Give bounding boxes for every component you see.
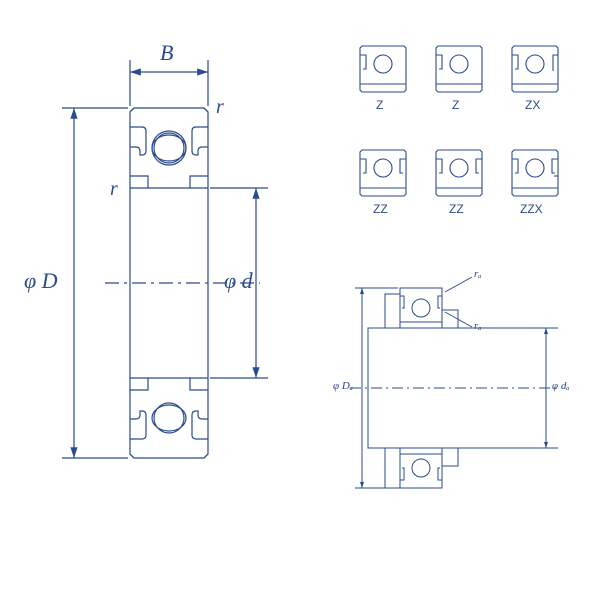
label-ra2: rₐ	[474, 320, 482, 332]
thumb-z2: Z	[452, 98, 459, 112]
bottom-race	[130, 378, 208, 458]
label-r2: r	[110, 178, 118, 201]
label-phid: φ d	[224, 268, 253, 294]
main-section	[62, 60, 268, 458]
label-B: B	[160, 40, 173, 66]
thumb-zx: ZX	[525, 98, 540, 112]
detail-section	[350, 277, 560, 488]
label-phiDa: φ Dₐ	[333, 380, 353, 392]
label-phiD: φ D	[24, 268, 58, 294]
thumb-z1: Z	[376, 98, 383, 112]
label-r1: r	[216, 96, 224, 119]
bearing-diagram	[0, 0, 600, 600]
thumb-zz2: ZZ	[449, 202, 464, 216]
thumb-zzx: ZZX	[520, 202, 543, 216]
top-race	[130, 108, 208, 188]
label-phida: φ dₐ	[552, 380, 570, 392]
dim-B	[130, 60, 208, 106]
thumb-zz1: ZZ	[373, 202, 388, 216]
label-ra1: rₐ	[474, 268, 482, 280]
thumbnails	[360, 46, 558, 196]
